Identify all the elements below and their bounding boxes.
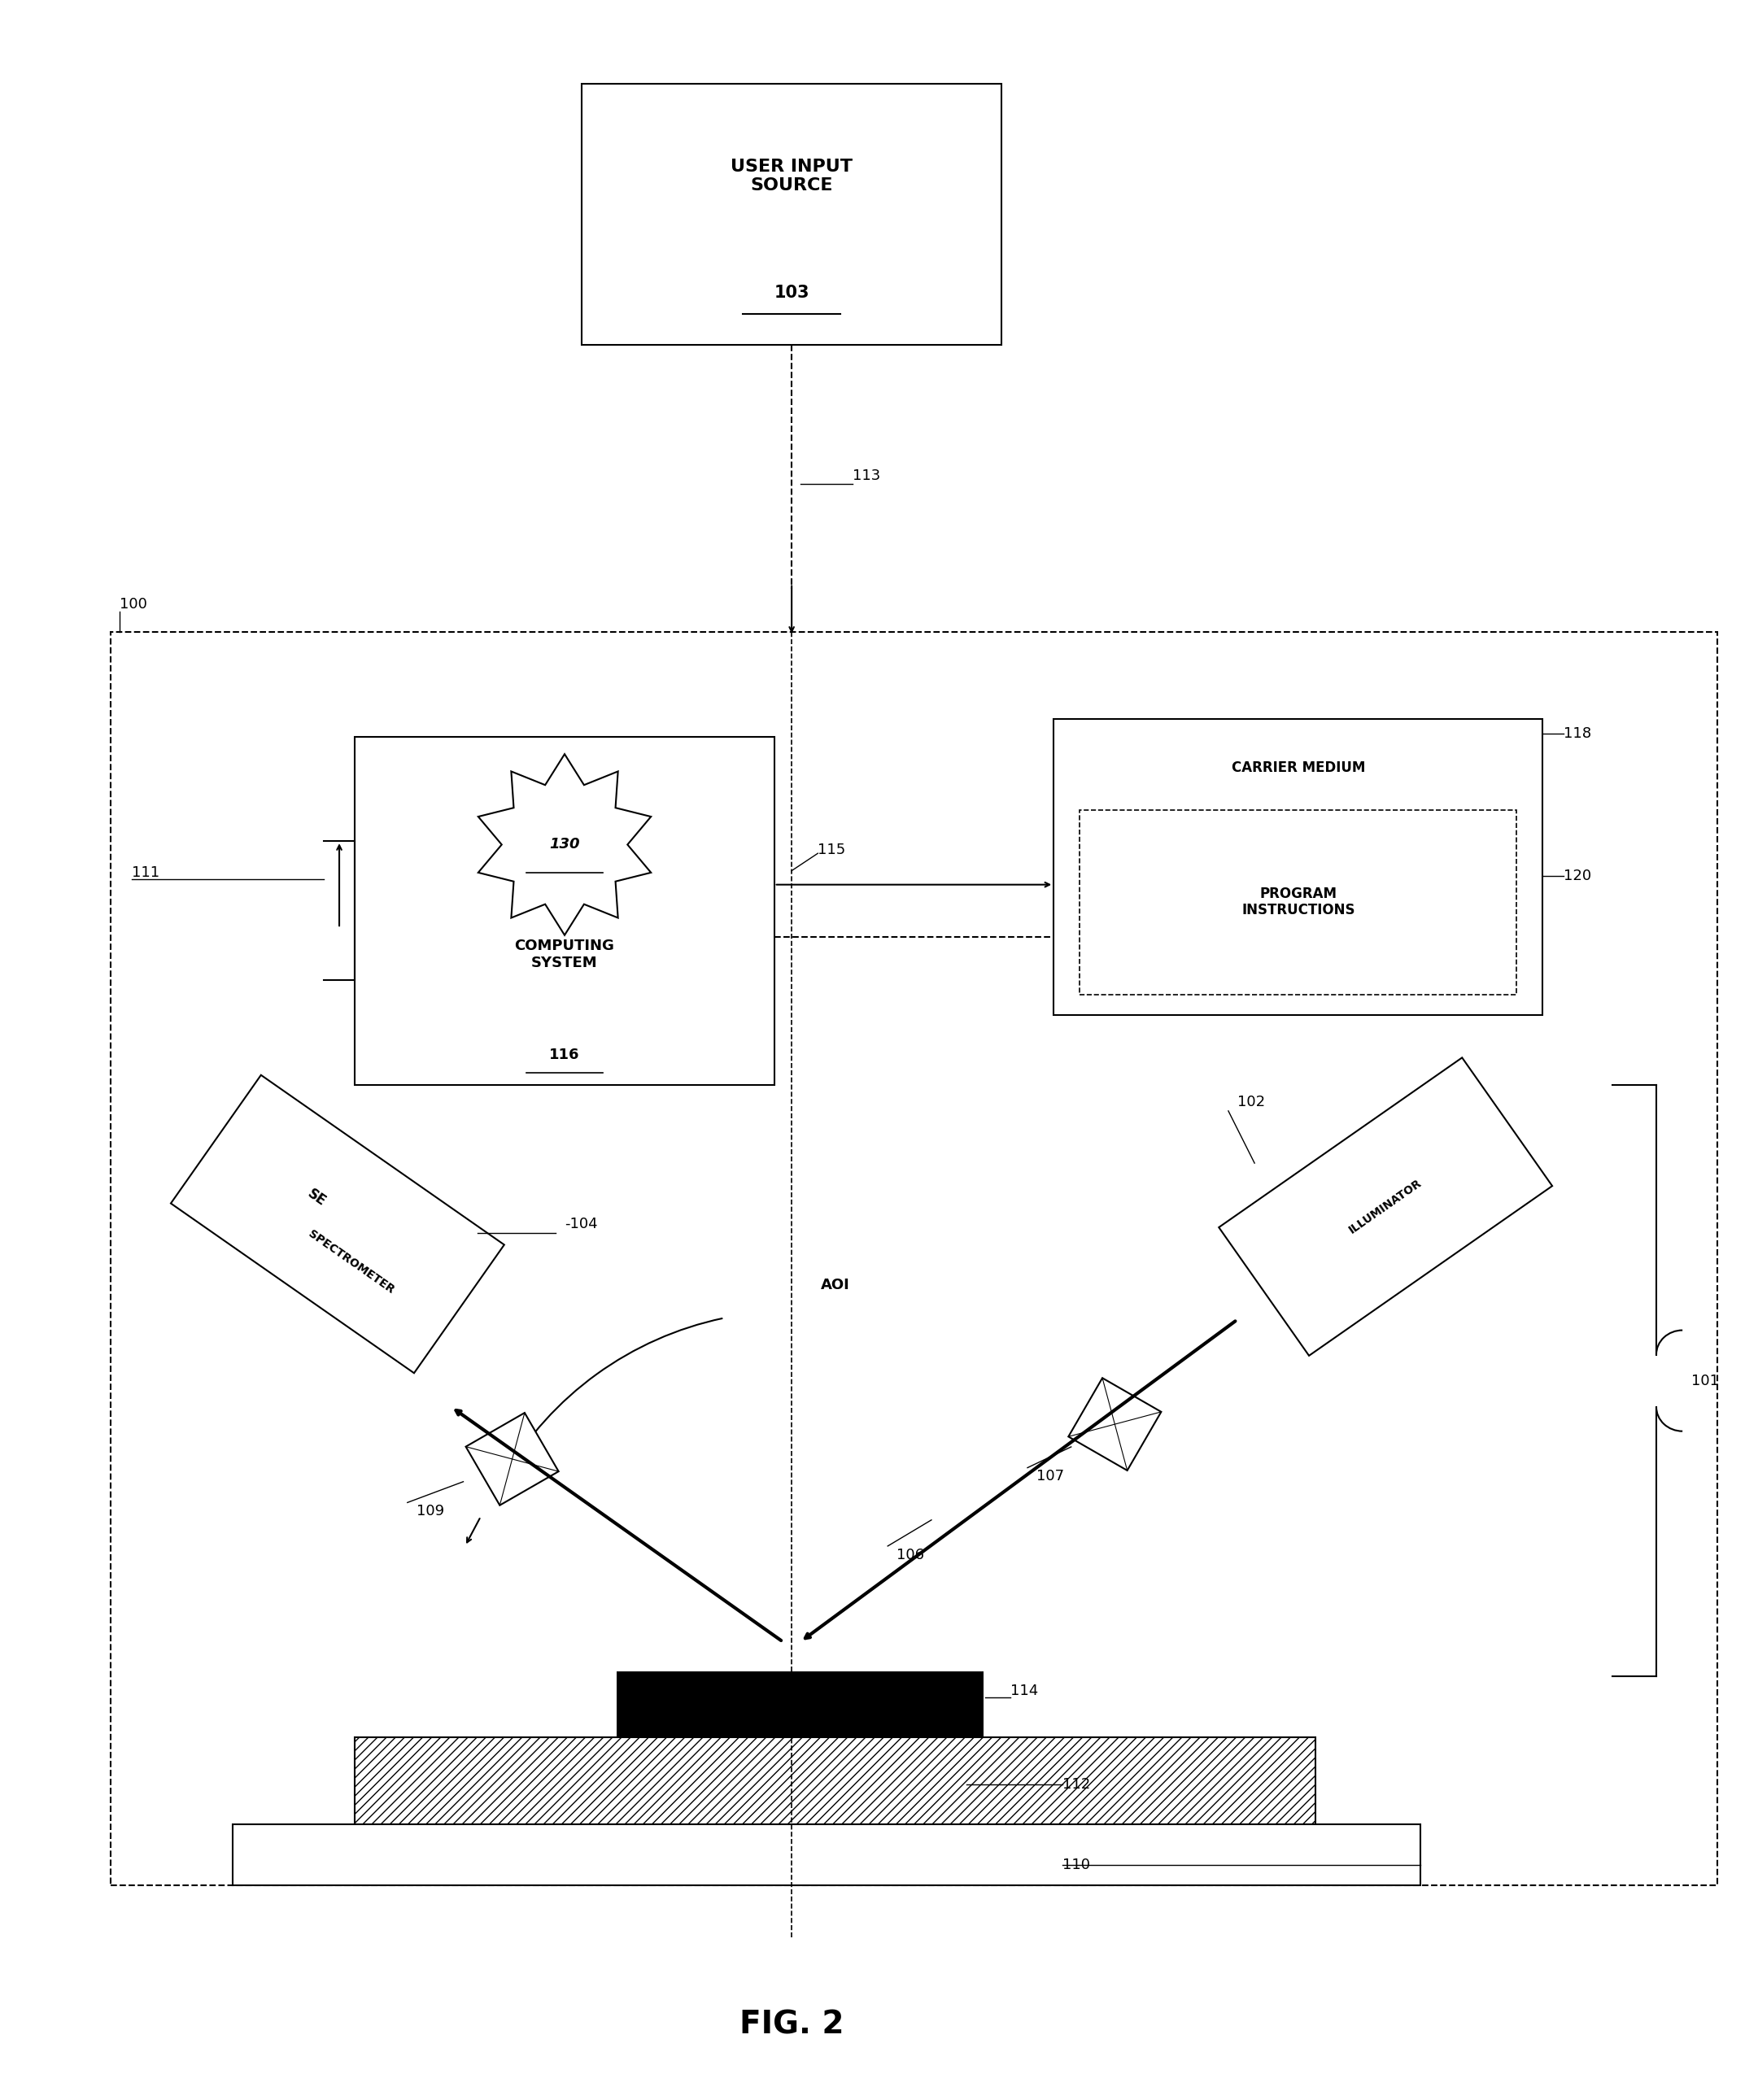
- Text: 118: 118: [1563, 727, 1591, 741]
- Text: SE: SE: [304, 1186, 329, 1210]
- Text: 103: 103: [774, 286, 809, 300]
- Text: 110: 110: [1062, 1856, 1090, 1871]
- Text: 101: 101: [1691, 1373, 1719, 1388]
- FancyBboxPatch shape: [582, 84, 1002, 344]
- Text: 116: 116: [548, 1048, 580, 1063]
- Polygon shape: [171, 1075, 505, 1373]
- Text: 108: 108: [687, 1722, 714, 1737]
- FancyBboxPatch shape: [1079, 811, 1517, 993]
- FancyBboxPatch shape: [355, 1737, 1315, 1825]
- FancyBboxPatch shape: [1053, 720, 1544, 1014]
- Text: 102: 102: [1238, 1094, 1264, 1109]
- Polygon shape: [1069, 1378, 1162, 1470]
- Polygon shape: [1218, 1058, 1552, 1357]
- FancyBboxPatch shape: [617, 1672, 984, 1737]
- Polygon shape: [478, 754, 650, 934]
- Text: 112: 112: [1062, 1777, 1090, 1791]
- Text: 113: 113: [853, 468, 881, 483]
- Text: 130: 130: [548, 838, 580, 853]
- Text: USER INPUT
SOURCE: USER INPUT SOURCE: [731, 160, 853, 193]
- Text: 114: 114: [1011, 1684, 1037, 1699]
- Polygon shape: [466, 1413, 559, 1506]
- Text: ILLUMINATOR: ILLUMINATOR: [1347, 1178, 1424, 1237]
- Text: 115: 115: [817, 842, 846, 857]
- FancyBboxPatch shape: [355, 737, 774, 1086]
- Text: 120: 120: [1563, 869, 1591, 884]
- Text: SPECTROMETER: SPECTROMETER: [306, 1228, 397, 1296]
- Text: 107: 107: [1035, 1470, 1064, 1485]
- Text: 109: 109: [417, 1504, 443, 1518]
- FancyBboxPatch shape: [232, 1825, 1420, 1886]
- Text: 100: 100: [120, 596, 146, 611]
- Text: CARRIER MEDIUM: CARRIER MEDIUM: [1231, 760, 1364, 775]
- Text: COMPUTING
SYSTEM: COMPUTING SYSTEM: [515, 939, 615, 970]
- Text: 111: 111: [132, 865, 160, 880]
- Text: -104: -104: [564, 1216, 598, 1231]
- Text: PROGRAM
INSTRUCTIONS: PROGRAM INSTRUCTIONS: [1241, 886, 1355, 918]
- Text: FIG. 2: FIG. 2: [740, 2010, 844, 2041]
- Text: 106: 106: [897, 1548, 925, 1562]
- Text: AOI: AOI: [821, 1277, 849, 1292]
